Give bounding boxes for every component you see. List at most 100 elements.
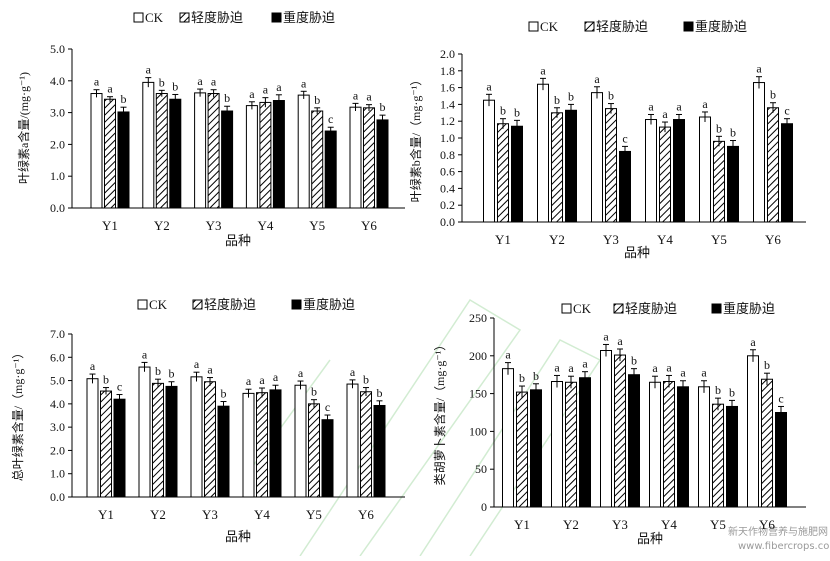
bar-Y3-series-2	[619, 150, 631, 223]
bar-Y4-series-1	[256, 392, 268, 498]
bar-Y6-series-0	[747, 355, 759, 508]
significance-letter: b	[363, 373, 369, 387]
bar-Y1-series-1	[516, 391, 528, 508]
y-tick-label: 4.0	[50, 74, 65, 88]
significance-letter: a	[263, 83, 269, 97]
bar-Y5-series-0	[698, 386, 710, 508]
bar-Y6-series-1	[363, 107, 375, 209]
significance-letter: a	[680, 366, 686, 380]
error-bar	[300, 90, 307, 99]
bar-Y6-series-1	[767, 107, 779, 223]
y-tick-label: 2.0	[50, 443, 65, 457]
significance-letter: b	[500, 104, 506, 118]
significance-letter: b	[311, 385, 317, 399]
error-bar	[622, 145, 628, 157]
error-bar	[778, 405, 784, 419]
error-bar	[770, 102, 776, 113]
error-bar	[107, 96, 113, 102]
bar-Y1-series-2	[117, 111, 130, 209]
significance-letter: a	[652, 361, 658, 375]
bar-Y3-series-0	[591, 92, 603, 223]
error-bar	[568, 375, 574, 389]
legend-label-2: 重度胁迫	[283, 10, 335, 25]
error-bar	[756, 76, 762, 89]
error-bar	[652, 375, 658, 389]
legend-label-1: 轻度胁迫	[596, 19, 648, 34]
error-bar	[349, 379, 356, 389]
bar-Y2-series-2	[165, 385, 178, 498]
y-tick-label: 0.0	[440, 215, 455, 229]
y-tick-label: 1.0	[440, 131, 455, 145]
significance-letter: a	[648, 99, 654, 113]
bar-Y2-series-1	[551, 112, 563, 223]
bar-Y4-series-1	[663, 381, 675, 508]
bar-Y6-series-2	[373, 404, 386, 498]
error-bar	[324, 414, 331, 425]
error-bar	[648, 113, 654, 125]
error-bar	[519, 385, 525, 399]
bar-Y6-series-2	[376, 119, 389, 209]
x-tick-label: Y5	[710, 517, 726, 532]
x-tick-label: Y3	[612, 517, 628, 532]
bar-Y1-series-1	[104, 98, 116, 209]
bar-Y3-series-1	[605, 108, 617, 223]
legend-label-0: CK	[149, 297, 168, 312]
significance-letter: a	[568, 361, 574, 375]
error-bar	[701, 380, 707, 393]
significance-letter: c	[622, 131, 627, 145]
bar-Y3-series-0	[600, 350, 612, 508]
significance-letter: c	[328, 112, 333, 126]
bar-Y6-series-0	[346, 383, 359, 498]
legend-swatch-0	[133, 12, 144, 23]
bar-Y4-series-0	[645, 119, 657, 223]
y-tick-label: 200	[469, 349, 487, 363]
bar-Y2-series-1	[152, 382, 164, 498]
bar-Y5-series-0	[297, 94, 310, 209]
error-bar	[568, 103, 574, 117]
significance-letter: a	[298, 366, 304, 380]
x-tick-label: Y2	[563, 517, 579, 532]
legend-swatch-1	[192, 299, 203, 310]
error-bar	[145, 77, 152, 88]
significance-letter: b	[155, 364, 161, 378]
bar-Y2-series-0	[138, 366, 151, 498]
error-bar	[603, 343, 609, 357]
significance-letter: b	[608, 89, 614, 103]
error-bar	[505, 362, 511, 375]
y-tick-label: 1.8	[440, 64, 455, 78]
error-bar	[594, 86, 600, 99]
y-tick-label: 0.0	[50, 201, 65, 215]
legend-label-0: CK	[573, 301, 592, 316]
error-bar	[311, 399, 317, 409]
legend-swatch-2	[683, 21, 694, 32]
significance-letter: a	[301, 76, 307, 90]
y-tick-label: 1.0	[50, 169, 65, 183]
y-tick-label: 0	[481, 500, 487, 514]
legend: CK 轻度胁迫 重度胁迫	[137, 297, 355, 312]
significance-letter: a	[540, 63, 546, 77]
bar-Y5-series-0	[699, 116, 711, 223]
legend-label-1: 轻度胁迫	[625, 301, 677, 316]
significance-letter: b	[224, 91, 230, 105]
x-tick-label: Y1	[98, 507, 114, 522]
legend-label-2: 重度胁迫	[723, 301, 775, 316]
bar-Y3-series-0	[190, 376, 203, 498]
bar-Y4-series-2	[677, 386, 689, 508]
watermark-url: www.fibercrops.com	[738, 541, 830, 552]
bar-Y4-series-2	[673, 119, 685, 223]
significance-letter: b	[716, 121, 722, 135]
bar-Y6-series-2	[775, 412, 787, 508]
significance-letter: a	[246, 374, 252, 388]
error-bar	[207, 377, 213, 386]
bar-Y5-series-2	[321, 419, 334, 498]
x-tick-label: Y1	[102, 218, 118, 233]
y-tick-label: 1.2	[440, 114, 455, 128]
y-tick-label: 1.6	[440, 81, 455, 95]
y-tick-label: 0.2	[440, 198, 455, 212]
significance-letter: c	[325, 400, 330, 414]
error-bar	[764, 372, 770, 386]
significance-letter: b	[103, 373, 109, 387]
legend: CK 轻度胁迫 重度胁迫	[528, 19, 747, 34]
y-tick-label: 150	[469, 387, 487, 401]
significance-letter: b	[169, 367, 175, 381]
